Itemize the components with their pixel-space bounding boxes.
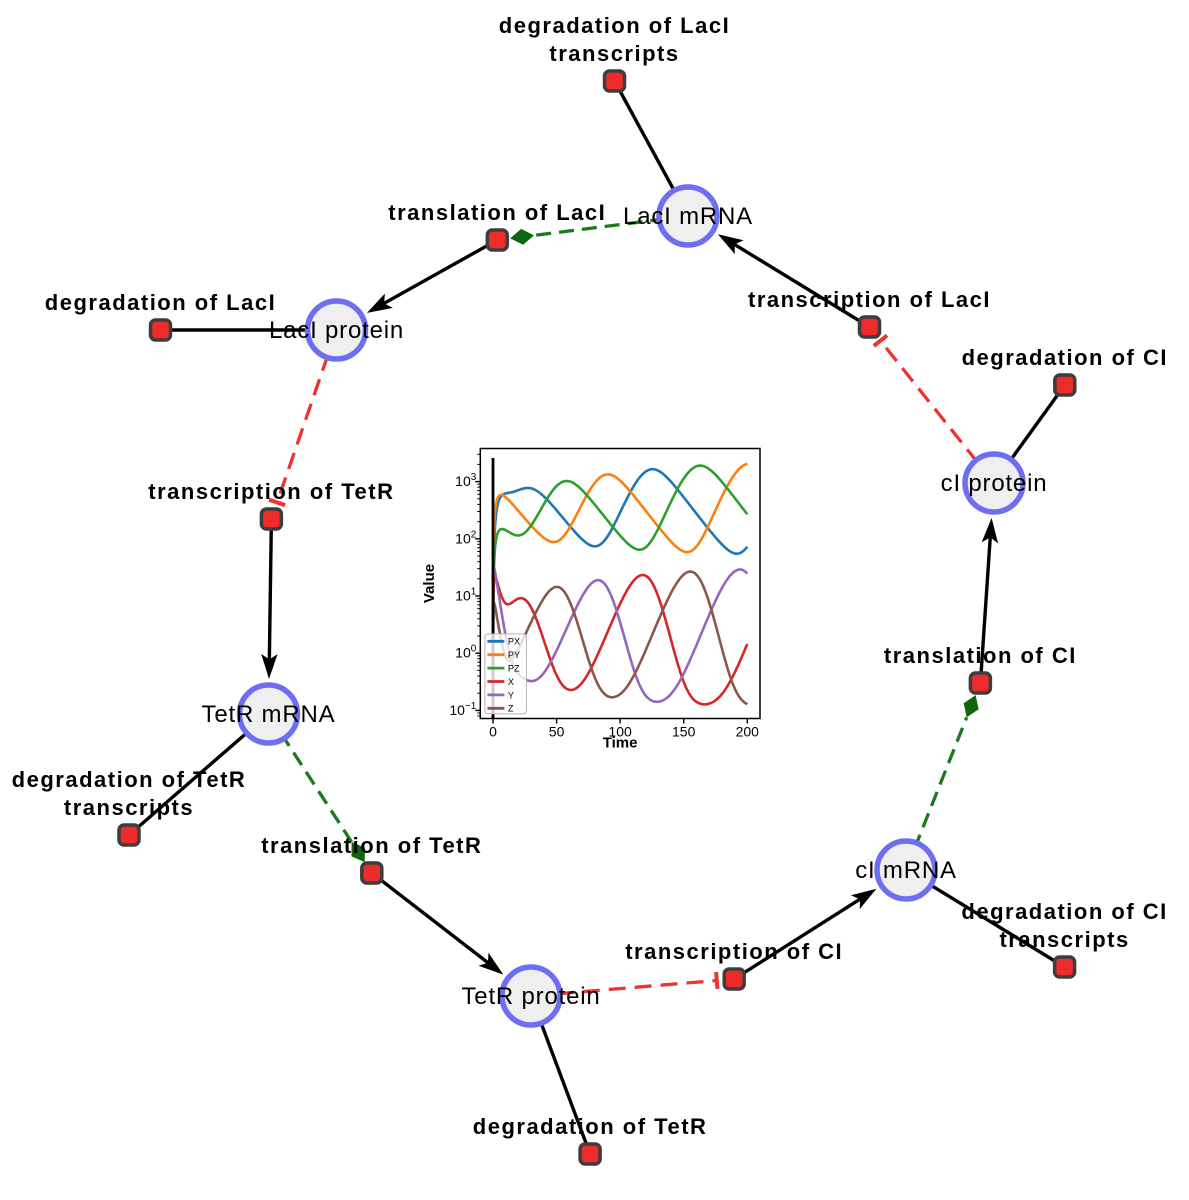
svg-text:degradation of CI: degradation of CI [962, 345, 1168, 370]
svg-text:0: 0 [489, 723, 497, 739]
svg-text:translation of TetR: translation of TetR [261, 833, 482, 858]
svg-text:cI protein: cI protein [941, 470, 1048, 497]
svg-text:PZ: PZ [508, 664, 520, 674]
svg-text:PY: PY [508, 650, 520, 660]
svg-text:50: 50 [549, 723, 565, 739]
svg-text:200: 200 [736, 723, 760, 739]
svg-text:PX: PX [508, 637, 520, 647]
svg-text:X: X [508, 677, 514, 687]
svg-text:Z: Z [508, 704, 514, 714]
svg-text:150: 150 [672, 723, 696, 739]
svg-text:100: 100 [608, 723, 632, 739]
svg-text:Value: Value [421, 564, 438, 603]
svg-text:transcription of LacI: transcription of LacI [748, 287, 991, 312]
svg-text:TetR mRNA: TetR mRNA [202, 701, 336, 728]
svg-text:degradation of LacI: degradation of LacI [45, 290, 276, 315]
svg-text:Y: Y [508, 690, 514, 700]
svg-text:TetR protein: TetR protein [462, 983, 601, 1010]
svg-text:LacI mRNA: LacI mRNA [623, 203, 753, 230]
svg-text:cI mRNA: cI mRNA [855, 857, 957, 884]
svg-text:degradation of LacI: degradation of LacI [499, 13, 730, 38]
svg-text:LacI protein: LacI protein [269, 317, 404, 344]
svg-text:translation of CI: translation of CI [884, 643, 1077, 668]
svg-text:transcripts: transcripts [999, 927, 1129, 952]
svg-text:transcription of TetR: transcription of TetR [148, 479, 394, 504]
svg-text:degradation of TetR: degradation of TetR [12, 767, 247, 792]
svg-text:transcription of CI: transcription of CI [625, 939, 843, 964]
svg-text:Time: Time [603, 735, 638, 752]
svg-text:transcripts: transcripts [64, 795, 194, 820]
svg-text:degradation of CI: degradation of CI [961, 899, 1167, 924]
svg-text:translation of LacI: translation of LacI [388, 200, 606, 225]
svg-text:transcripts: transcripts [549, 41, 679, 66]
svg-text:degradation of TetR: degradation of TetR [473, 1114, 708, 1139]
